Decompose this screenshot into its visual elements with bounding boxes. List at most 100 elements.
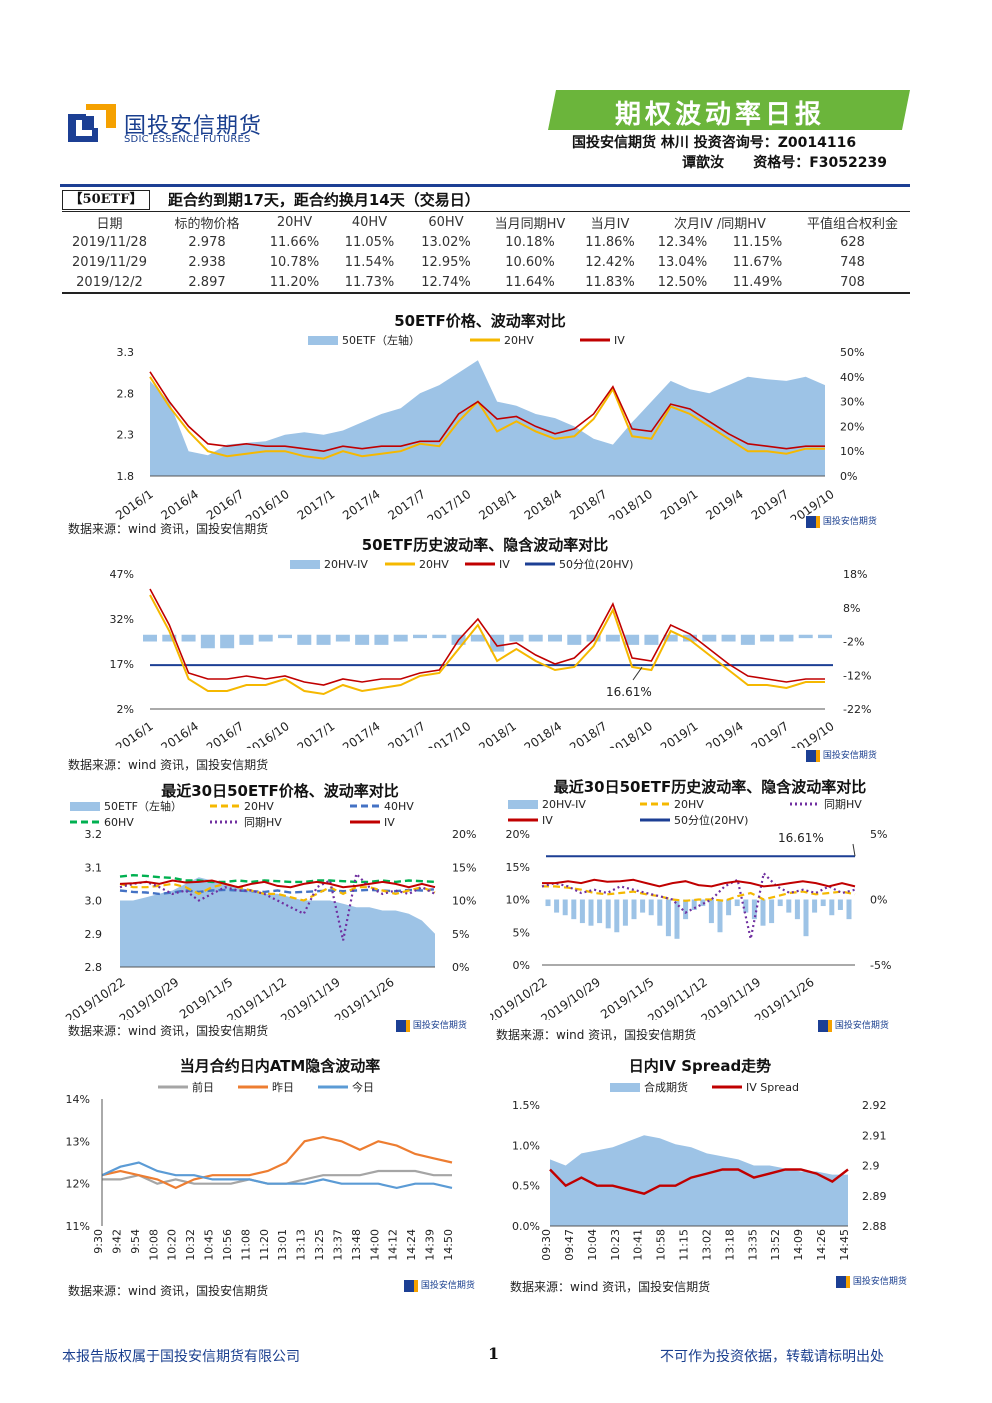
cell: 2.938 [188,255,226,270]
y-tick-label: 5% [870,828,887,841]
y-tick-label: 1.0% [512,1139,540,1152]
x-tick-label: 2018/7 [567,487,610,520]
legend-label: 20HV [674,798,704,811]
spread-bar [509,634,524,642]
spread-bar [640,899,646,913]
col-header: 次月IV /同期HV [645,211,795,233]
x-tick-label: 2018/1 [476,719,519,748]
x-tick-label: 13:25 [313,1229,326,1261]
source-note: 数据来源：wind 资讯，国投安信期货 [496,1028,697,1042]
cell: 708 [795,272,910,294]
spread-bar [743,899,749,913]
y-tick-label: 2.9 [85,928,103,941]
x-tick-label: 14:26 [815,1229,828,1261]
legend-label: 同期HV [244,816,282,829]
y-tick-label: 10% [452,895,476,908]
cell: 11.83% [575,272,645,294]
cell: 13.02% [421,235,471,250]
x-tick-label: 2018/10 [606,719,655,748]
x-tick-label: 9:54 [129,1229,142,1254]
spread-bar [355,634,370,645]
x-tick-label: 2016/4 [159,487,202,520]
legend-label: 20HV-IV [324,558,368,571]
spread-bar [818,634,832,639]
page-number: 1 [488,1344,500,1363]
mini-logo-icon: 国投安信期货 [818,1018,889,1032]
hv20-line [119,882,436,902]
yesterday-line [101,1135,453,1190]
y-tick-label: 17% [110,658,134,671]
legend-label: IV Spread [746,1081,799,1094]
y-tick-label: 2.88 [862,1220,887,1233]
y-tick-label: 5% [513,926,530,939]
cell: 12.95% [421,255,471,270]
legend-label: IV [499,558,510,571]
legend-swatch [70,802,100,811]
x-tick-label: 2019/10/29 [117,975,182,1020]
today-line [101,1161,453,1190]
col-header: 标的物价格 [157,211,257,233]
x-tick-label: 11:20 [258,1229,271,1261]
spread-bar [470,634,485,642]
spread-bar [413,634,427,639]
y-tick-label: 0% [870,894,887,907]
y-tick-label: 32% [110,613,134,626]
report-title: 期权波动率日报 [614,100,825,130]
x-tick-label: 2018/1 [476,487,519,520]
mini-logo-icon: 国投安信期货 [836,1274,907,1288]
chart3-title: 最近30日50ETF价格、波动率对比 [161,782,399,800]
y-tick-label: 8% [843,602,860,615]
legend-label: 20HV [504,334,534,347]
x-tick-label: 10:23 [609,1229,622,1261]
spread-bar [717,899,723,933]
col-header: 日期 [62,211,157,233]
y-tick-label: 2.3 [117,429,135,442]
percentile-annotation: 16.61% [606,685,652,699]
legend-label: 前日 [192,1080,214,1094]
iv-line [149,588,825,686]
mini-logo-icon: 国投安信期货 [806,514,877,528]
legend-label: 40HV [384,800,414,813]
spread-bar [657,899,663,926]
mini-logo-icon: 国投安信期货 [806,748,877,762]
cell: 2019/12/2 [62,272,157,294]
y-tick-label: 0.0% [512,1220,540,1233]
x-tick-label: 2016/4 [159,719,202,748]
cell: 10.18% [505,235,555,250]
y-tick-label: 40% [840,371,864,384]
y-tick-label: 1.5% [512,1099,540,1112]
x-tick-label: 14:09 [792,1229,805,1261]
spread-bar [779,634,794,642]
spread-bar [760,634,775,642]
footer-disclaimer: 不可作为投资依据，转载请标明出处 [660,1349,884,1365]
cell: 12.34% [657,235,708,250]
x-tick-label: 13:48 [350,1229,363,1261]
spread-bar [614,899,620,933]
spread-bar [846,899,852,920]
y-tick-label: 47% [110,568,134,581]
y-tick-label: -5% [870,959,891,972]
x-tick-label: 13:37 [331,1229,344,1261]
legend-label: 同期HV [824,798,862,811]
x-tick-label: 10:56 [221,1229,234,1261]
x-tick-label: 2019/1 [658,719,701,748]
chart-30d-hv-iv: 16.61%20%15%10%5%0%5%0%-5%2019/10/222019… [490,798,891,1020]
cell: 11.66% [269,235,320,250]
y-tick-label: 2.8 [85,961,103,974]
legend-label: 50分位(20HV) [674,813,748,827]
spread-bar [605,899,611,929]
y-tick-label: 3.0 [85,895,103,908]
y-tick-label: 11% [66,1220,90,1233]
annotation-leader [632,666,643,681]
spread-bar [490,634,505,652]
mini-logo-icon: 国投安信期货 [396,1018,467,1032]
cell: 11.73% [332,272,407,294]
x-tick-label: 2017/4 [340,487,383,520]
company-logo-icon [68,104,116,142]
future-area [550,1135,848,1226]
cell: 2.978 [188,235,226,250]
cell: 12.42% [585,255,635,270]
y-tick-label: 3.1 [85,861,103,874]
hv60-line [119,873,436,884]
x-tick-label: 13:52 [769,1229,782,1261]
